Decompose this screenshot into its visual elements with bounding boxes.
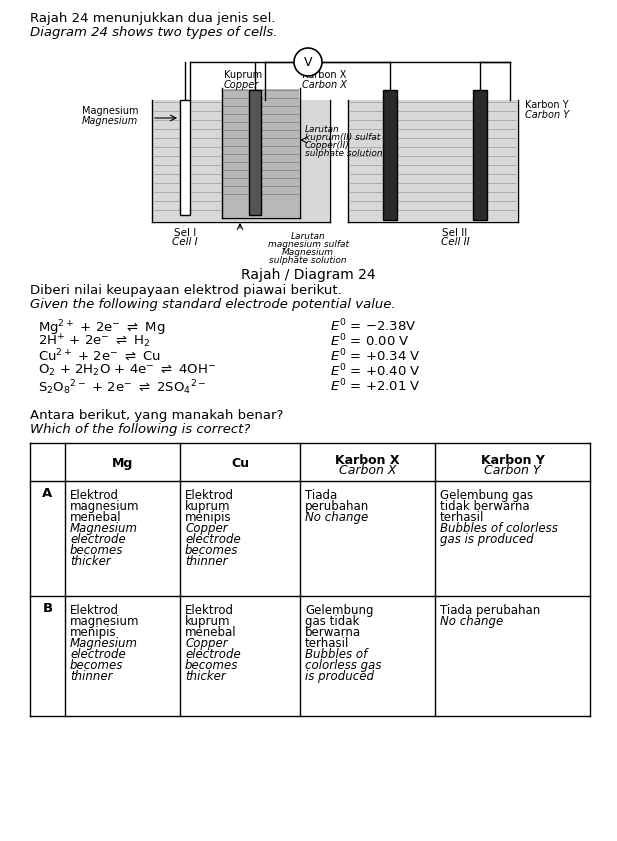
Text: thinner: thinner <box>70 670 112 683</box>
Text: Gelembung gas: Gelembung gas <box>440 489 533 502</box>
Text: B: B <box>43 602 52 615</box>
Text: magnesium: magnesium <box>70 500 139 513</box>
Text: Which of the following is correct?: Which of the following is correct? <box>30 423 251 436</box>
Text: Larutan: Larutan <box>291 232 325 241</box>
Text: menipis: menipis <box>70 626 117 639</box>
Text: becomes: becomes <box>70 659 123 672</box>
Text: sulphate solution: sulphate solution <box>305 149 383 158</box>
Text: colorless gas: colorless gas <box>305 659 381 672</box>
Text: Karbon X: Karbon X <box>335 454 400 467</box>
Text: berwarna: berwarna <box>305 626 361 639</box>
Text: Karbon Y: Karbon Y <box>481 454 544 467</box>
Text: becomes: becomes <box>70 544 123 557</box>
Text: Diagram 24 shows two types of cells.: Diagram 24 shows two types of cells. <box>30 26 278 39</box>
Text: terhasil: terhasil <box>305 637 349 650</box>
Text: Karbon Y: Karbon Y <box>525 100 569 110</box>
Text: Carbon X: Carbon X <box>302 80 347 90</box>
Bar <box>223 89 299 217</box>
Text: thicker: thicker <box>185 670 226 683</box>
Text: Mg: Mg <box>112 457 133 470</box>
Text: tidak berwarna: tidak berwarna <box>440 500 529 513</box>
Text: Antara berikut, yang manakah benar?: Antara berikut, yang manakah benar? <box>30 409 283 422</box>
Text: thicker: thicker <box>70 555 110 568</box>
Text: Diberi nilai keupayaan elektrod piawai berikut.: Diberi nilai keupayaan elektrod piawai b… <box>30 284 342 297</box>
Text: Copper: Copper <box>185 637 228 650</box>
Text: S$_{2}$O$_{8}$$^{2-}$ + 2e$^{-}$ $\rightleftharpoons$ 2SO$_{4}$$^{2-}$: S$_{2}$O$_{8}$$^{2-}$ + 2e$^{-}$ $\right… <box>38 378 207 397</box>
Text: Magnesium: Magnesium <box>282 248 334 257</box>
Text: menebal: menebal <box>185 626 237 639</box>
Text: magnesium sulfat: magnesium sulfat <box>268 240 349 249</box>
Text: Rajah / Diagram 24: Rajah / Diagram 24 <box>241 268 375 282</box>
Text: Copper: Copper <box>224 80 259 90</box>
Text: thinner: thinner <box>185 555 228 568</box>
Text: Carbon X: Carbon X <box>339 464 396 477</box>
Text: Elektrod: Elektrod <box>70 489 119 502</box>
Text: Elektrod: Elektrod <box>185 489 234 502</box>
Text: A: A <box>43 487 52 500</box>
Text: becomes: becomes <box>185 544 238 557</box>
Text: Given the following standard electrode potential value.: Given the following standard electrode p… <box>30 298 395 311</box>
Text: electrode: electrode <box>185 533 241 546</box>
Text: Bubbles of colorless: Bubbles of colorless <box>440 522 558 535</box>
Text: Elektrod: Elektrod <box>185 604 234 617</box>
Text: Magnesium: Magnesium <box>70 522 138 535</box>
Text: menebal: menebal <box>70 511 122 524</box>
Text: terhasil: terhasil <box>440 511 484 524</box>
Text: Tiada perubahan: Tiada perubahan <box>440 604 540 617</box>
Text: becomes: becomes <box>185 659 238 672</box>
Text: perubahan: perubahan <box>305 500 369 513</box>
Circle shape <box>294 48 322 76</box>
Bar <box>180 100 190 215</box>
Text: Copper: Copper <box>185 522 228 535</box>
Text: kuprum: kuprum <box>185 615 231 628</box>
Text: V: V <box>304 56 312 68</box>
Bar <box>349 100 517 221</box>
Text: Magnesium: Magnesium <box>70 637 138 650</box>
Text: Cell II: Cell II <box>441 237 470 247</box>
Text: $E^{0}$ = +2.01 V: $E^{0}$ = +2.01 V <box>330 378 421 394</box>
Text: 2H$^{+}$ + 2e$^{-}$ $\rightleftharpoons$ H$_{2}$: 2H$^{+}$ + 2e$^{-}$ $\rightleftharpoons$… <box>38 333 151 351</box>
Text: Mg$^{2+}$ + 2e$^{-}$ $\rightleftharpoons$ Mg: Mg$^{2+}$ + 2e$^{-}$ $\rightleftharpoons… <box>38 318 165 337</box>
Text: magnesium: magnesium <box>70 615 139 628</box>
Text: $E^{0}$ = +0.34 V: $E^{0}$ = +0.34 V <box>330 348 421 365</box>
Text: gas is produced: gas is produced <box>440 533 534 546</box>
Text: is produced: is produced <box>305 670 374 683</box>
Text: Elektrod: Elektrod <box>70 604 119 617</box>
Text: sulphate solution: sulphate solution <box>269 256 347 265</box>
Text: kuprum: kuprum <box>185 500 231 513</box>
Bar <box>473 90 487 220</box>
Text: Sel II: Sel II <box>442 228 468 238</box>
Text: Kuprum: Kuprum <box>224 70 262 80</box>
Text: Carbon Y: Carbon Y <box>484 464 540 477</box>
Text: Carbon Y: Carbon Y <box>525 110 569 120</box>
Text: Copper(II): Copper(II) <box>305 141 350 150</box>
Text: electrode: electrode <box>185 648 241 661</box>
Text: Magnesium: Magnesium <box>82 116 138 126</box>
Text: electrode: electrode <box>70 648 126 661</box>
Text: $E^{0}$ = 0.00 V: $E^{0}$ = 0.00 V <box>330 333 410 350</box>
Text: O$_{2}$ + 2H$_{2}$O + 4e$^{-}$ $\rightleftharpoons$ 4OH$^{-}$: O$_{2}$ + 2H$_{2}$O + 4e$^{-}$ $\rightle… <box>38 363 217 378</box>
Text: $E^{0}$ = −2.38V: $E^{0}$ = −2.38V <box>330 318 416 335</box>
Text: Sel I: Sel I <box>174 228 196 238</box>
Text: menipis: menipis <box>185 511 231 524</box>
Text: Larutan: Larutan <box>305 125 340 134</box>
Text: Cu: Cu <box>231 457 249 470</box>
Text: $E^{0}$ = +0.40 V: $E^{0}$ = +0.40 V <box>330 363 421 379</box>
Bar <box>153 100 329 221</box>
Text: kuprum(II) sulfat: kuprum(II) sulfat <box>305 133 380 142</box>
Text: Gelembung: Gelembung <box>305 604 373 617</box>
Text: Rajah 24 menunjukkan dua jenis sel.: Rajah 24 menunjukkan dua jenis sel. <box>30 12 276 25</box>
Text: electrode: electrode <box>70 533 126 546</box>
Text: No change: No change <box>440 615 503 628</box>
Text: Cu$^{2+}$ + 2e$^{-}$ $\rightleftharpoons$ Cu: Cu$^{2+}$ + 2e$^{-}$ $\rightleftharpoons… <box>38 348 161 364</box>
Text: Bubbles of: Bubbles of <box>305 648 367 661</box>
Text: Magnesium: Magnesium <box>82 106 138 116</box>
Text: No change: No change <box>305 511 368 524</box>
Text: gas tidak: gas tidak <box>305 615 359 628</box>
Text: Tiada: Tiada <box>305 489 337 502</box>
Bar <box>383 90 397 220</box>
Text: Cell I: Cell I <box>172 237 198 247</box>
Bar <box>249 90 261 215</box>
Text: Karbon X: Karbon X <box>302 70 346 80</box>
